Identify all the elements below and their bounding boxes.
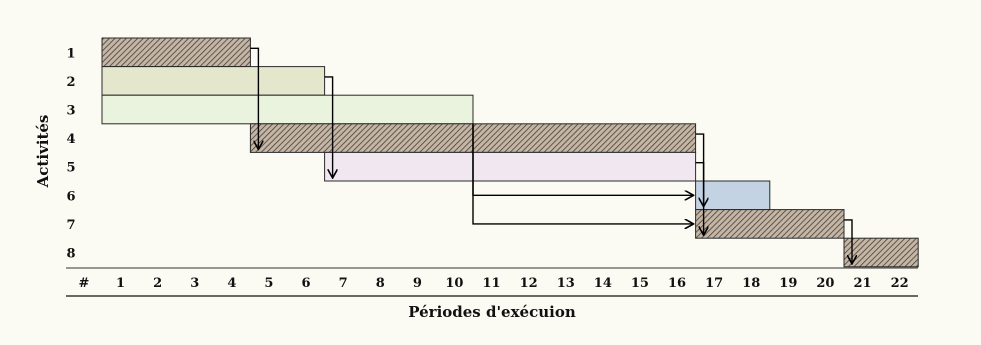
dependency-arrow-3-7	[472, 123, 693, 224]
period-label-4: 4	[227, 276, 236, 291]
dependency-arrow-1-4	[250, 47, 258, 148]
period-label-14: 14	[594, 276, 612, 291]
period-label-13: 13	[557, 276, 575, 291]
period-label-22: 22	[891, 276, 909, 291]
activity-label-6: 6	[66, 189, 75, 204]
activity-labels: 1 2 3 4 5 6 7 8	[66, 46, 75, 261]
bar-activity-3	[101, 94, 474, 125]
y-axis-title: Activités	[34, 115, 52, 189]
period-label-10: 10	[445, 276, 463, 291]
period-label-12: 12	[520, 276, 538, 291]
period-label-1: 1	[116, 276, 125, 291]
dependency-arrow-5-7	[695, 161, 704, 235]
dependency-arrow-7-8	[844, 219, 852, 263]
period-label-6: 6	[302, 276, 311, 291]
bar-activity-6	[695, 180, 771, 211]
period-label-17: 17	[705, 276, 723, 291]
activity-label-4: 4	[66, 132, 75, 147]
activity-label-5: 5	[66, 161, 75, 176]
period-label-7: 7	[339, 276, 348, 291]
bars-layer	[101, 37, 919, 268]
bar-activity-8	[843, 237, 919, 268]
period-label-3: 3	[190, 276, 199, 291]
dependency-arrow-2-5	[324, 76, 333, 177]
period-label-18: 18	[742, 276, 760, 291]
bar-activity-5	[324, 151, 697, 182]
activity-label-1: 1	[66, 46, 75, 61]
period-label-8: 8	[376, 276, 385, 291]
activity-label-8: 8	[66, 247, 75, 262]
bar-activity-7	[695, 209, 845, 239]
bar-activity-1	[101, 37, 251, 68]
activity-label-3: 3	[66, 104, 75, 119]
dependency-arrows-layer	[250, 47, 852, 263]
period-label-11: 11	[483, 276, 501, 291]
period-label-20: 20	[816, 276, 834, 291]
period-label-15: 15	[631, 276, 649, 291]
corner-label: #	[79, 276, 90, 291]
activity-label-7: 7	[66, 218, 75, 233]
period-label-16: 16	[668, 276, 686, 291]
period-label-9: 9	[413, 276, 422, 291]
activity-label-2: 2	[66, 75, 75, 90]
bar-activity-2	[101, 66, 326, 96]
x-axis-title: Périodes d'exécuion	[408, 303, 576, 321]
period-label-21: 21	[854, 276, 872, 291]
period-labels: 1 2 3 4 5 6 7 8 9 10 11 12 13 14 15 16 17 18 19 20 21 22	[116, 276, 909, 291]
period-label-2: 2	[153, 276, 162, 291]
period-label-5: 5	[264, 276, 273, 291]
period-label-19: 19	[779, 276, 797, 291]
